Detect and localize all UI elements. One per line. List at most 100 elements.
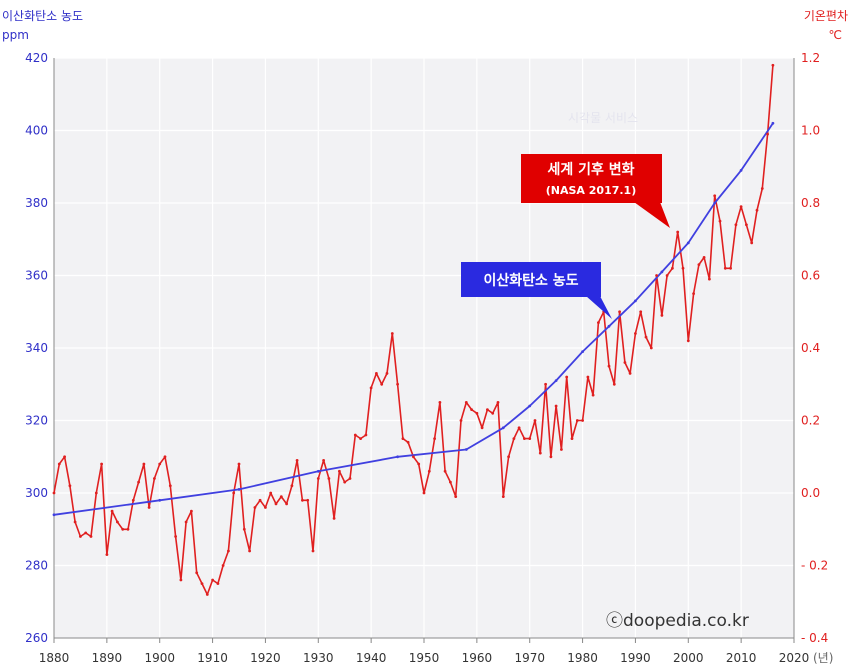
temperature-point — [348, 477, 352, 480]
right-tick-label: 0.6 — [801, 269, 820, 283]
temperature-point — [174, 535, 178, 538]
temperature-point — [523, 437, 526, 440]
temperature-point — [433, 437, 436, 440]
x-tick-label: 1920 — [250, 651, 281, 665]
temperature-point — [554, 404, 558, 408]
x-tick-label: 2010 — [726, 651, 757, 665]
temperature-point — [686, 339, 690, 343]
temperature-point — [464, 401, 468, 404]
temperature-point — [195, 571, 199, 575]
temperature-point — [449, 480, 452, 484]
temperature-point — [708, 277, 711, 281]
co2-points — [52, 121, 775, 517]
callout-co2-label: 이산화탄소 농도 — [483, 272, 578, 289]
temperature-point — [745, 223, 748, 227]
x-tick-label: 1910 — [197, 651, 228, 665]
temperature-point — [586, 375, 590, 379]
temperature-point — [221, 564, 225, 567]
temperature-point — [343, 480, 347, 484]
temperature-point — [480, 426, 484, 430]
temperature-point — [718, 219, 722, 223]
temperature-point — [634, 332, 637, 335]
right-axis: - 0.4 - 0.2 0.0 0.2 0.4 0.6 0.8 1.0 1.2 — [801, 51, 828, 645]
temperature-point — [105, 553, 109, 556]
temperature-point — [79, 535, 82, 538]
credit-text: ⓒdoopedia.co.kr — [606, 611, 749, 631]
temperature-point — [57, 462, 61, 466]
left-axis-title: 이산화탄소 농도 — [2, 9, 83, 23]
temperature-point — [63, 455, 66, 459]
temperature-point — [147, 506, 151, 509]
temperature-point — [385, 372, 389, 375]
temperature-point — [512, 437, 516, 440]
temperature-point — [253, 506, 257, 509]
temperature-point — [729, 266, 732, 270]
temperature-point — [301, 498, 304, 502]
temperature-point — [417, 462, 421, 466]
temperature-point — [306, 498, 310, 502]
left-tick-label: 280 — [25, 559, 48, 573]
x-tick-label: 2020 — [779, 651, 810, 665]
left-tick-label: 360 — [25, 269, 48, 283]
temperature-point — [623, 361, 627, 364]
temperature-point — [692, 292, 695, 295]
co2-point — [607, 324, 611, 328]
temperature-point — [211, 578, 215, 582]
left-tick-label: 380 — [25, 196, 48, 210]
temperature-point — [100, 462, 103, 466]
temperature-point — [290, 484, 294, 488]
temperature-point — [565, 375, 569, 379]
gridlines — [53, 57, 795, 639]
left-tick-label: 420 — [25, 51, 48, 65]
watermark-text: 시각물 서비스 — [568, 111, 638, 125]
temperature-point — [359, 437, 362, 440]
temperature-point — [190, 509, 193, 513]
left-axis-unit: ppm — [2, 28, 29, 42]
temperature-point — [486, 408, 489, 411]
co2-point — [739, 169, 743, 172]
x-tick-label: 1950 — [409, 651, 440, 665]
temperature-point — [628, 372, 632, 375]
callout-temperature-pointer — [634, 202, 670, 228]
temperature-point — [734, 223, 738, 227]
temperature-point — [380, 382, 384, 386]
right-tick-label: 1.2 — [801, 51, 820, 65]
temperature-point — [248, 549, 252, 553]
temperature-point — [274, 502, 278, 506]
temperature-point — [168, 484, 172, 488]
callout-co2: 이산화탄소 농도 — [461, 262, 612, 319]
temperature-point — [766, 132, 769, 136]
left-tick-label: 340 — [25, 341, 48, 355]
temperature-point — [163, 455, 167, 459]
temperature-point — [475, 411, 479, 415]
temperature-point — [322, 459, 325, 462]
temperature-point — [375, 372, 378, 375]
temperature-point — [200, 582, 204, 585]
temperature-point — [401, 437, 405, 440]
temperature-point — [52, 491, 56, 495]
temperature-point — [750, 241, 754, 245]
temperature-point — [258, 498, 262, 502]
callout-co2-box — [461, 262, 601, 297]
x-tick-label: 1990 — [620, 651, 651, 665]
x-tick-label: 1960 — [462, 651, 493, 665]
temperature-point — [131, 498, 135, 502]
temperature-point — [121, 527, 125, 531]
temperature-point — [179, 578, 183, 582]
temperature-point — [68, 484, 72, 488]
temperature-point — [739, 205, 743, 209]
right-tick-label: 0.8 — [801, 196, 820, 210]
x-axis: 1880 1890 1900 1910 1920 1930 1940 1950 1960 1970… — [39, 638, 810, 665]
temperature-point — [316, 477, 320, 480]
callout-temperature-box — [521, 154, 662, 203]
temperature-point — [158, 462, 162, 466]
x-tick-label: 1890 — [92, 651, 123, 665]
temperature-point — [232, 491, 236, 495]
x-tick-label: 2000 — [673, 651, 704, 665]
temperature-point — [364, 433, 368, 437]
temperature-point — [89, 535, 93, 538]
temperature-point — [353, 433, 357, 437]
right-tick-label: - 0.4 — [801, 631, 828, 645]
right-tick-label: 0.0 — [801, 486, 820, 500]
